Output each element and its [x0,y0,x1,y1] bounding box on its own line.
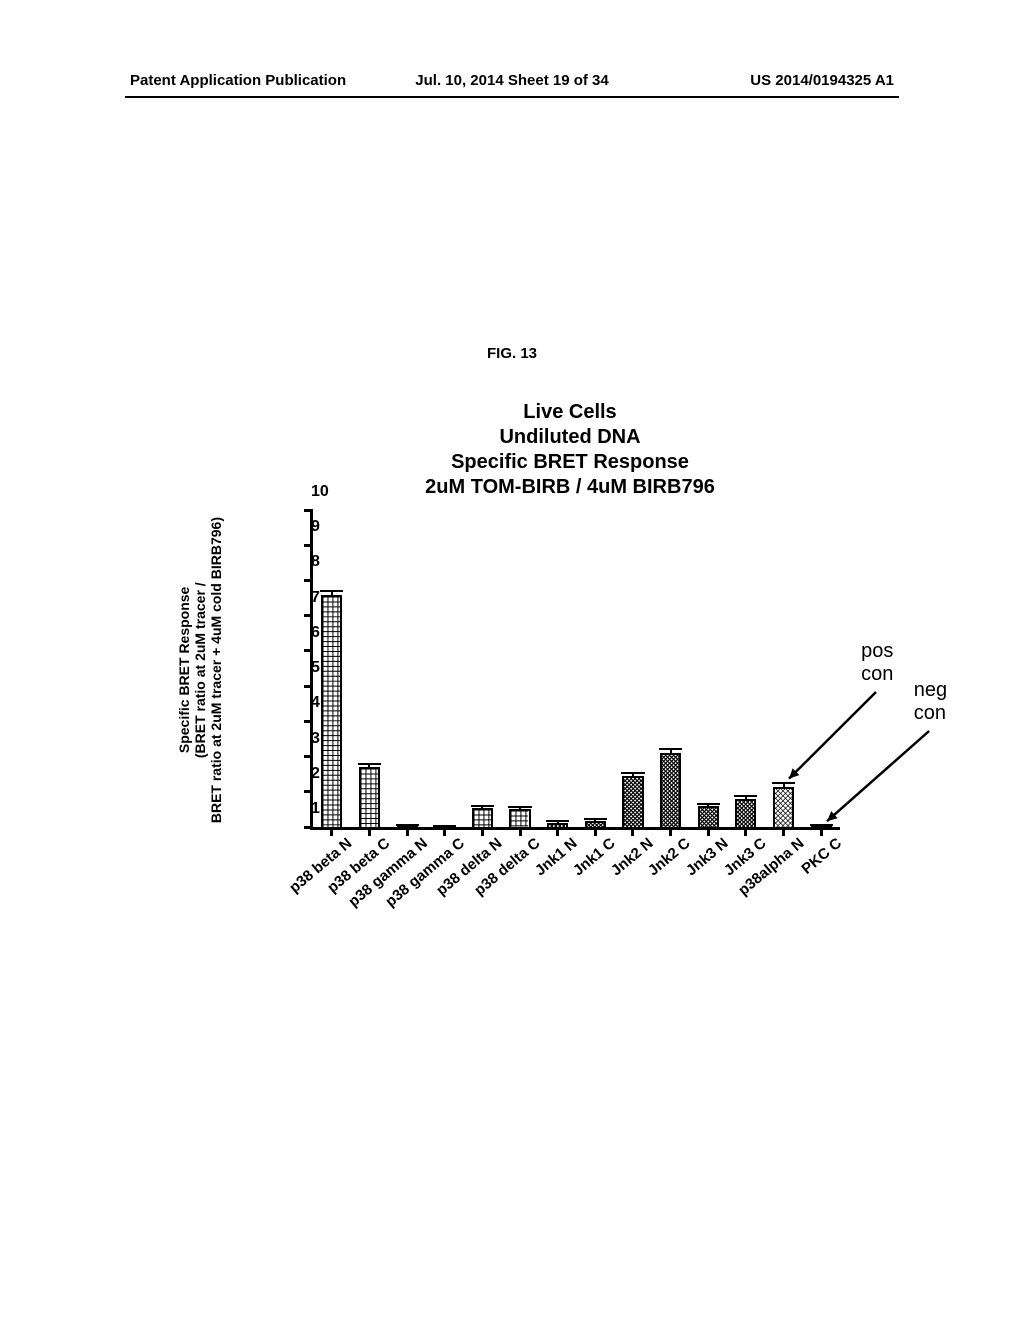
annotation-label: pos con [861,640,893,686]
error-cap [584,818,607,820]
chart-title: Live CellsUndiluted DNASpecific BRET Res… [300,400,840,500]
bar [321,595,342,827]
y-tick [304,720,313,723]
plot-area: 12345678910p38 beta Np38 beta Cp38 gamma… [310,510,840,830]
y-tick [304,579,313,582]
y-tick [304,614,313,617]
y-tick [304,509,313,512]
y-tick [304,755,313,758]
error-cap [396,824,419,826]
y-tick [304,790,313,793]
bar [660,753,681,827]
error-cap [320,590,343,592]
bar [698,806,719,827]
page-header: Patent Application Publication Jul. 10, … [0,72,1024,89]
figure-label: FIG. 13 [0,345,1024,362]
bar [509,809,530,827]
error-cap [508,806,531,808]
bar [622,776,643,827]
error-cap [697,803,720,805]
y-tick [304,649,313,652]
bar [773,787,794,828]
bar [735,799,756,827]
error-cap [471,805,494,807]
x-tick-label: PKC C [791,827,844,878]
header-rule [125,96,899,98]
annotation-arrow [819,723,937,829]
error-cap [546,820,569,822]
y-tick [304,685,313,688]
y-tick [304,826,313,829]
header-right: US 2014/0194325 A1 [639,72,894,89]
header-mid: Jul. 10, 2014 Sheet 19 of 34 [385,72,640,89]
error-cap [358,763,381,765]
bar [359,767,380,827]
error-cap [734,795,757,797]
error-cap [659,748,682,750]
bars-layer [313,510,840,827]
annotation-label: neg con [914,679,947,725]
y-tick [304,544,313,547]
plot-outer: Specific BRET Response(BRET ratio at 2uM… [200,510,840,950]
bar-chart: Live CellsUndiluted DNASpecific BRET Res… [200,400,840,950]
yaxis-label: Specific BRET Response(BRET ratio at 2uM… [170,510,230,830]
header-left: Patent Application Publication [130,72,385,89]
bar [472,808,493,827]
error-cap [621,772,644,774]
